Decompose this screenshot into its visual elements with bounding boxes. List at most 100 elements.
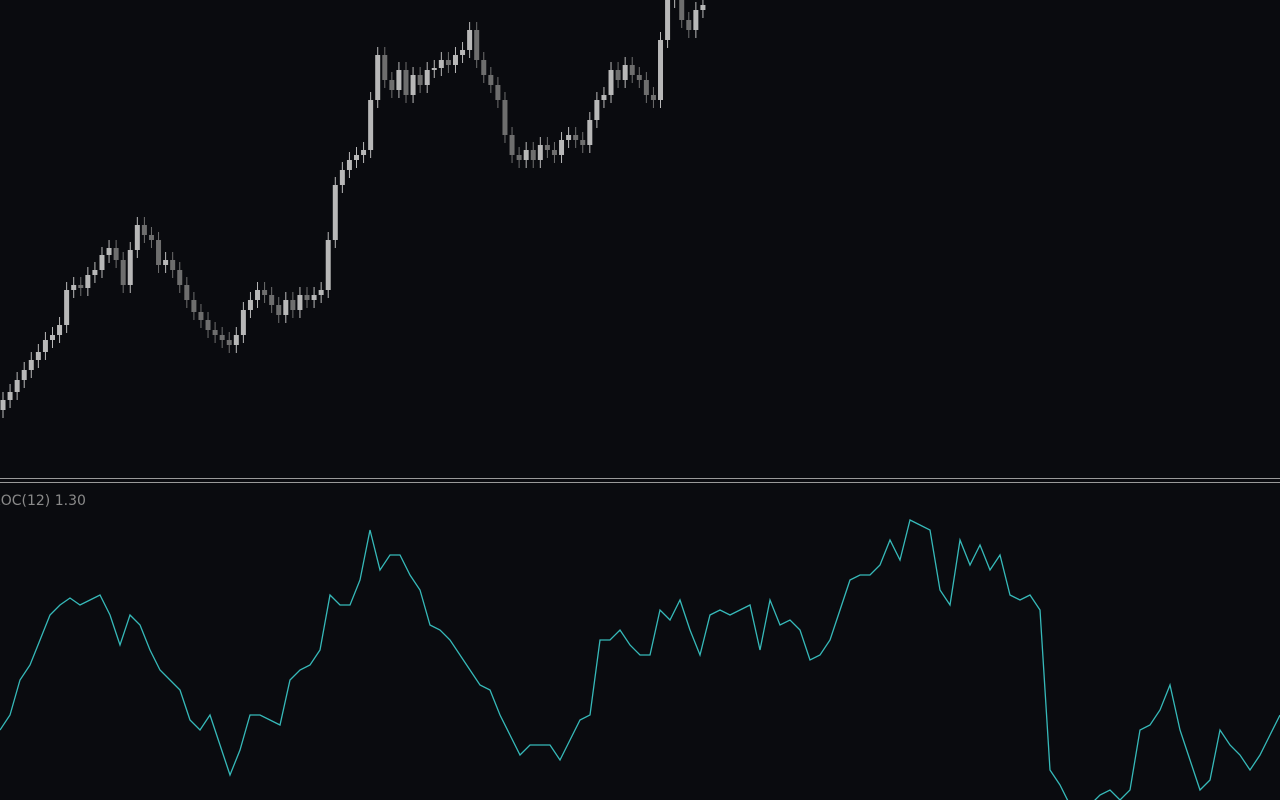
candle-body (693, 10, 699, 30)
candle-body (559, 140, 565, 155)
candle-body (368, 100, 374, 150)
candle-body (226, 340, 232, 345)
candle-body (325, 240, 331, 290)
candle-body (502, 100, 508, 135)
candle-body (297, 295, 303, 310)
candle-body (233, 335, 239, 345)
candle-body (438, 60, 444, 68)
candle-body (283, 300, 289, 315)
candle-body (339, 170, 345, 185)
candle-body (311, 295, 317, 300)
candle-body (679, 0, 685, 20)
candle-body (445, 60, 451, 65)
candle-body (7, 392, 13, 400)
candle-body (148, 235, 154, 240)
candle-body (361, 150, 367, 155)
candle-body (424, 70, 430, 85)
candle-body (573, 135, 579, 140)
candle-body (523, 150, 529, 160)
candle-body (28, 360, 34, 370)
candle-body (85, 275, 91, 288)
candle-body (269, 295, 275, 305)
candle-body (650, 95, 656, 100)
candle-body (410, 75, 416, 95)
candle-body (530, 150, 536, 160)
candle-body (601, 95, 607, 100)
candle-body (629, 65, 635, 75)
candle-body (198, 312, 204, 320)
candle-body (191, 300, 197, 312)
candle-body (495, 85, 501, 100)
candle-body (354, 155, 359, 160)
candle-body (304, 295, 310, 300)
candle-body (580, 140, 586, 145)
candle-body (481, 60, 487, 75)
candle-body (636, 75, 642, 80)
indicator-label: ROC(12) 1.30 (0, 493, 86, 509)
roc-line (0, 519, 1280, 800)
candle-body (587, 120, 593, 145)
candle-body (71, 285, 77, 290)
candle-body (212, 330, 218, 335)
candle-body (21, 370, 27, 380)
candle-body (474, 30, 480, 60)
candle-body (643, 80, 649, 95)
candle-body (57, 325, 63, 335)
candle-body (78, 285, 84, 288)
candle-body (566, 135, 572, 140)
candle-body (113, 248, 119, 260)
candle-body (700, 5, 706, 10)
candle-body (184, 285, 190, 300)
candle-body (64, 290, 70, 325)
candle-body (163, 260, 169, 265)
candle-body (615, 70, 621, 80)
candle-body (537, 145, 543, 160)
candle-body (49, 335, 55, 340)
candle-body (14, 380, 20, 392)
candle-body (156, 240, 162, 265)
candle-body (658, 40, 664, 100)
candle-body (127, 250, 133, 285)
candle-body (608, 70, 614, 95)
candle-body (255, 290, 261, 300)
candle-body (460, 50, 466, 55)
candle-body (509, 135, 515, 155)
candle-body (346, 160, 352, 170)
price-pane (0, 0, 706, 418)
candle-body (318, 290, 324, 295)
candle-body (99, 255, 105, 270)
candle-body (177, 270, 183, 285)
candle-body (488, 75, 494, 85)
candle-body (375, 55, 381, 100)
candle-body (544, 145, 550, 150)
candle-body (382, 55, 388, 80)
candle-body (290, 300, 296, 310)
candle-body (389, 80, 395, 90)
candle-body (170, 260, 176, 270)
candle-body (35, 352, 41, 360)
candle-body (396, 70, 402, 90)
candle-body (516, 155, 522, 160)
candle-body (134, 225, 140, 250)
candle-body (403, 70, 409, 95)
candle-body (417, 75, 423, 85)
candle-body (276, 305, 282, 315)
candle-body (141, 225, 147, 235)
candle-body (42, 340, 48, 352)
candle-body (467, 30, 473, 50)
candle-body (205, 320, 211, 330)
candle-body (0, 400, 6, 410)
candle-body (247, 300, 253, 310)
candle-body (551, 150, 557, 155)
candle-body (452, 55, 458, 65)
candle-body (106, 248, 112, 255)
candle-body (262, 290, 268, 295)
candle-body (240, 310, 246, 335)
indicator-pane (0, 519, 1280, 800)
candle-body (120, 260, 126, 285)
candle-body (594, 100, 600, 120)
candle-body (665, 0, 671, 40)
candle-body (431, 68, 437, 70)
